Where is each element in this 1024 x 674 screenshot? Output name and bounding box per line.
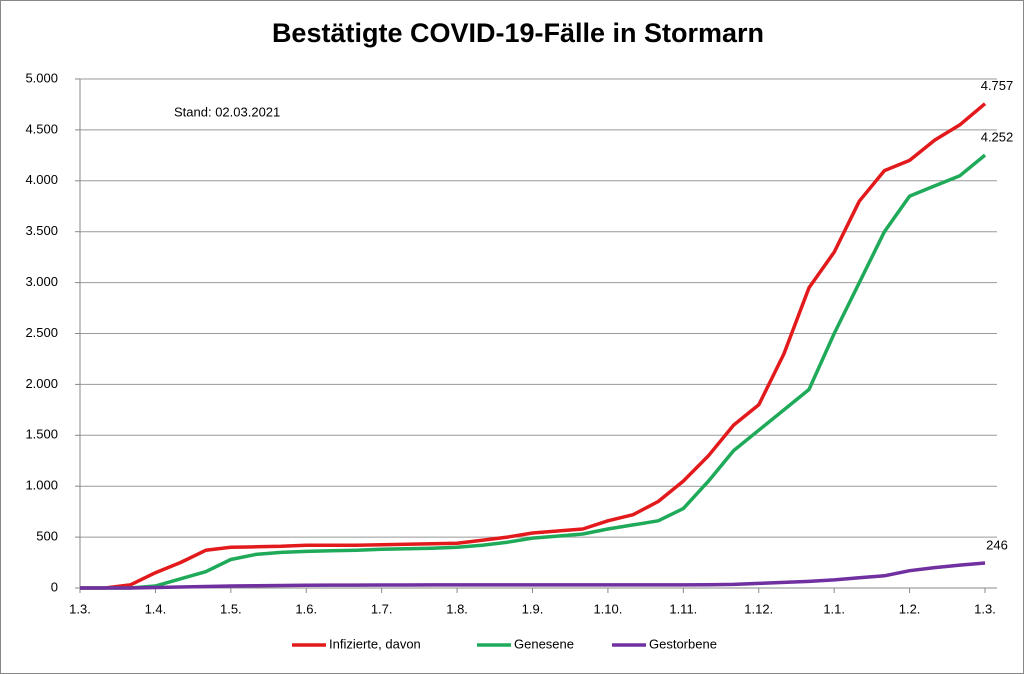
y-tick-label: 5.000 — [25, 70, 58, 85]
legend-label: Genesene — [514, 636, 574, 651]
x-tick-label: 1.7. — [371, 601, 393, 616]
x-tick-label: 1.2. — [899, 601, 921, 616]
x-tick-label: 1.4. — [145, 601, 167, 616]
series-line — [80, 153, 987, 590]
y-tick-label: 4.500 — [25, 121, 58, 136]
chart-title: Bestätigte COVID-19-Fälle in Stormarn — [272, 18, 764, 48]
x-tick-label: 1.8. — [446, 601, 468, 616]
y-tick-label: 1.500 — [25, 427, 58, 442]
x-tick-label: 1.9. — [522, 601, 544, 616]
x-tick-label: 1.12. — [744, 601, 773, 616]
y-tick-label: 3.000 — [25, 274, 58, 289]
legend-label: Infizierte, davon — [329, 636, 421, 651]
y-tick-label: 4.000 — [25, 172, 58, 187]
x-tick-label: 1.1. — [823, 601, 845, 616]
x-tick-label: 1.11. — [669, 601, 697, 616]
value-label: 246 — [986, 537, 1008, 552]
legend-label: Gestorbene — [649, 636, 717, 651]
x-tick-label: 1.10. — [593, 601, 622, 616]
y-tick-label: 1.000 — [25, 478, 58, 493]
annotation: Stand: 02.03.2021 — [174, 104, 280, 119]
value-label: 4.757 — [981, 78, 1014, 93]
y-tick-label: 0 — [51, 579, 58, 594]
x-tick-label: 1.3. — [69, 601, 91, 616]
value-label: 4.252 — [981, 130, 1014, 145]
y-tick-label: 500 — [36, 529, 58, 544]
y-tick-label: 2.000 — [25, 376, 58, 391]
series-line — [80, 102, 987, 590]
y-tick-label: 2.500 — [25, 325, 58, 340]
series-line — [80, 561, 986, 590]
y-tick-label: 3.500 — [25, 223, 58, 238]
x-tick-label: 1.3. — [974, 601, 996, 616]
x-tick-label: 1.6. — [295, 601, 317, 616]
x-tick-label: 1.5. — [220, 601, 242, 616]
